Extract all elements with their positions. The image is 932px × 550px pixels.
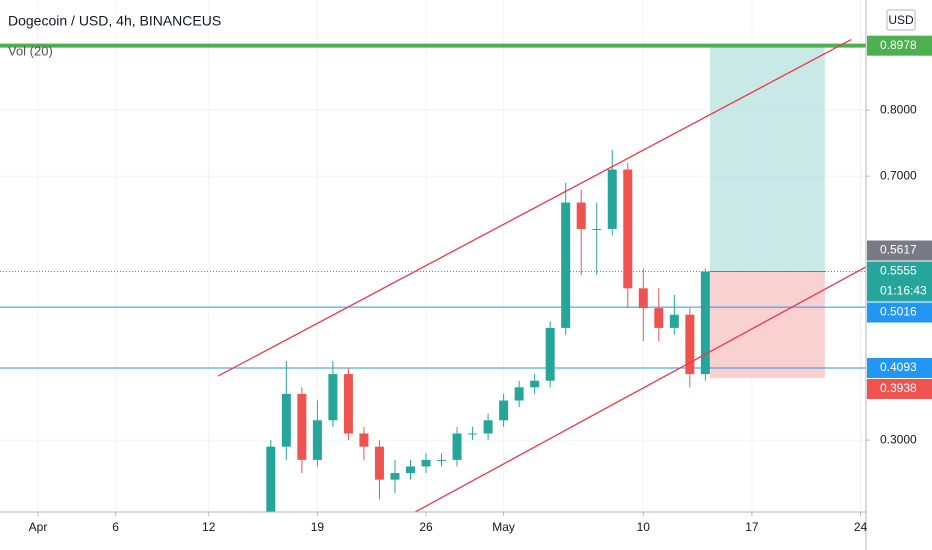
candle-body	[530, 380, 540, 388]
candle-body	[312, 420, 322, 460]
price-label-bg	[867, 35, 932, 56]
candle-body	[592, 228, 602, 230]
currency-label: USD	[888, 13, 914, 27]
x-tick-label: 24	[854, 520, 868, 534]
chart-title: Dogecoin / USD, 4h, BINANCEUS	[8, 13, 221, 29]
candle-body	[607, 169, 617, 229]
grid	[0, 0, 866, 512]
price-label-bg	[867, 261, 932, 302]
candle-body	[359, 433, 369, 447]
candle-body	[374, 446, 384, 480]
price-label-bg	[867, 302, 932, 323]
candle-body	[483, 420, 493, 434]
y-tick-label: 0.8000	[880, 102, 917, 116]
candle-body	[390, 473, 400, 480]
candle-body	[437, 459, 447, 461]
indicator-label: Vol (20)	[8, 43, 53, 58]
y-tick-label: 0.3000	[880, 432, 917, 446]
axes: Apr 6 12 19 26 May 10 17 24 0.3000 0.7000 0.8000	[29, 102, 917, 534]
candle-body	[328, 374, 338, 421]
candle-body	[266, 446, 276, 512]
candle-body	[297, 393, 307, 460]
candle-body	[669, 314, 679, 328]
x-tick-label: May	[492, 520, 515, 534]
candle-body	[421, 459, 431, 467]
x-tick-label: 19	[311, 520, 325, 534]
candle-body	[638, 288, 648, 309]
x-tick-label: 17	[745, 520, 759, 534]
candle-body	[576, 202, 586, 229]
candle-body	[499, 400, 509, 421]
legend-bg	[4, 14, 200, 30]
x-tick-label: Apr	[29, 520, 48, 534]
price-label: 0.3938	[880, 381, 917, 395]
candle-body	[700, 271, 710, 375]
plot-area	[0, 39, 866, 512]
countdown: 01:16:43	[880, 284, 927, 298]
price-label: 0.5617	[880, 243, 917, 257]
price-label-bg	[867, 240, 932, 261]
currency-badge[interactable]	[886, 9, 916, 31]
y-tick-label: 0.7000	[880, 168, 917, 182]
candle-body	[281, 393, 291, 447]
x-tick-label: 26	[419, 520, 433, 534]
trendline	[217, 39, 852, 377]
candle-body	[545, 327, 555, 381]
price-label: 0.5555	[880, 264, 917, 278]
candle-body	[405, 466, 415, 474]
candle-body	[343, 374, 353, 434]
candle-body	[452, 433, 462, 460]
price-label: 0.8978	[880, 38, 917, 52]
candle-body	[468, 433, 478, 435]
price-label-bg	[867, 378, 932, 399]
loss-zone	[710, 271, 825, 379]
candle-body	[654, 308, 664, 328]
price-label: 0.5016	[880, 305, 917, 319]
price-label-bg	[867, 357, 932, 378]
price-labels: 0.5555 01:16:43 0.8978 0.5617 0.5016 0.4093 0.…	[867, 35, 932, 399]
candle-body	[514, 387, 524, 401]
x-tick-label: 6	[112, 520, 119, 534]
trendline	[414, 266, 866, 512]
candle-body	[685, 314, 695, 375]
candle-body	[561, 202, 571, 328]
x-tick-label: 10	[637, 520, 651, 534]
x-tick-label: 12	[202, 520, 216, 534]
price-label: 0.4093	[880, 360, 917, 374]
profit-zone	[710, 45, 825, 272]
candle-body	[623, 169, 633, 289]
